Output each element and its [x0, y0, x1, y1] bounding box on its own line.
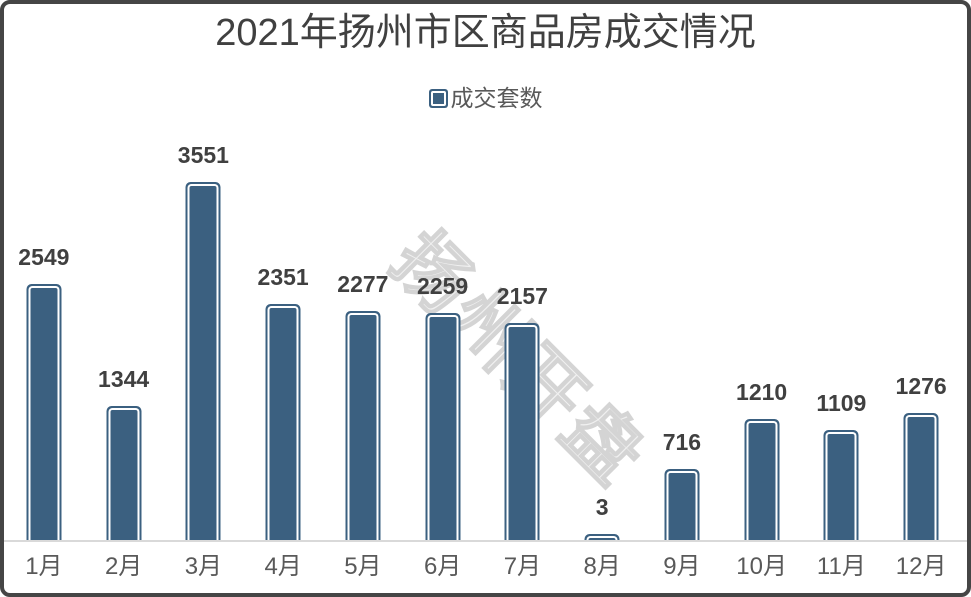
- x-axis-label: 3月: [184, 553, 223, 580]
- bar-slot: 1109: [802, 4, 882, 542]
- bar-slot: 2259: [403, 4, 483, 542]
- bar-value-label: 1276: [895, 373, 947, 399]
- x-axis-line: [4, 540, 967, 542]
- x-axis-label: 2月: [104, 553, 143, 580]
- x-axis-label: 8月: [583, 553, 621, 580]
- x-axis-label: 11月: [816, 553, 866, 580]
- bar: [823, 430, 859, 542]
- bar-slot: 1210: [722, 4, 802, 542]
- bar: [185, 182, 221, 542]
- x-axis-label: 10月: [736, 553, 787, 580]
- bar-value-label: 716: [662, 429, 702, 455]
- bar-value-label: 3551: [177, 142, 229, 168]
- bar-value-label: 1344: [98, 366, 150, 392]
- bar-slot: 1344: [84, 4, 164, 542]
- bar: [106, 406, 142, 542]
- bar-slot: 1276: [881, 4, 961, 542]
- bar-value-label: 2549: [18, 244, 70, 270]
- bar: [903, 413, 939, 542]
- bar-value-label: 1210: [736, 379, 788, 405]
- chart-title: 2021年扬州市区商品房成交情况: [215, 12, 756, 54]
- bar-slot: 2157: [483, 4, 563, 542]
- x-axis-label: 7月: [503, 553, 542, 580]
- legend: 成交套数: [4, 87, 967, 110]
- bar: [584, 534, 620, 542]
- bar-value-label: 1109: [816, 390, 867, 416]
- bar-value-label: 2351: [257, 264, 309, 290]
- bar-value-label: 2259: [417, 273, 469, 299]
- plot-area: 2549 1344 3551 2351 2277 2259 2157 3 716 1210 1109…: [4, 4, 961, 542]
- bar: [744, 419, 780, 542]
- bar-slot: 3551: [164, 4, 244, 542]
- bar-slot: 2277: [323, 4, 403, 542]
- bar-value-label: 3: [595, 494, 609, 520]
- x-axis-label: 12月: [895, 553, 947, 580]
- bar: [265, 304, 301, 542]
- bar-value-label: 2157: [496, 283, 548, 309]
- x-axis-labels: 1月 2月 3月 4月 5月 6月 7月 8月 9月 10月 11月 12月: [4, 552, 961, 582]
- x-axis-label: 9月: [663, 553, 701, 580]
- bar: [345, 311, 381, 542]
- bar: [504, 323, 540, 542]
- bar-slot: 2549: [4, 4, 84, 542]
- bar: [26, 284, 62, 542]
- x-axis-label: 4月: [264, 553, 302, 580]
- legend-label: 成交套数: [450, 85, 543, 111]
- bar-value-label: 2277: [337, 271, 389, 297]
- legend-marker-icon: [428, 89, 448, 108]
- bar: [664, 469, 700, 542]
- x-axis-label: 5月: [344, 553, 382, 580]
- bar-slot: 3: [562, 4, 642, 542]
- x-axis-label: 6月: [423, 553, 462, 580]
- bar-slot: 2351: [243, 4, 323, 542]
- x-axis-label: 1月: [25, 553, 63, 580]
- bar: [425, 313, 461, 542]
- bar-slot: 716: [642, 4, 722, 542]
